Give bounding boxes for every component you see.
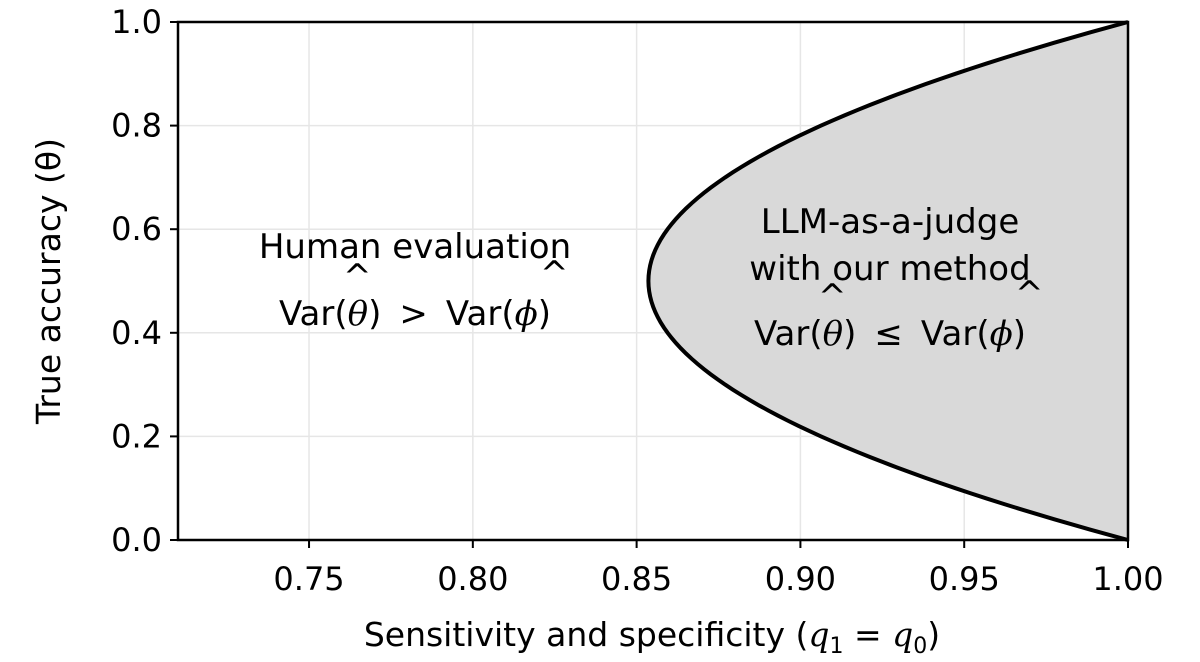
x-tick-label: 0.75 (273, 560, 344, 598)
theta-hat-symbol: θ (823, 314, 843, 354)
axis-ticks: 0.75 0.80 0.85 0.90 0.95 1.00 0.0 0.2 0.4 0.6 0.8 1… (111, 3, 1164, 598)
plot-area (646, 20, 1129, 542)
y-tick-label: 0.0 (111, 521, 162, 559)
axes-frame (176, 20, 1130, 542)
y-axis-label: True accuracy (θ) (29, 138, 68, 425)
phi-hat-symbol: ϕ (515, 294, 538, 334)
y-tick-label: 0.4 (111, 314, 162, 352)
phi-hat-accent: ^ (1015, 274, 1044, 314)
phi-hat-symbol: ϕ (990, 314, 1013, 354)
left-variance-inequality: Var(θ) > Var(ϕ) (279, 294, 551, 334)
y-tick-label: 1.0 (111, 3, 162, 41)
y-tick-label: 0.6 (111, 210, 162, 248)
shaded-region (648, 22, 1128, 540)
theta-hat-accent: ^ (818, 277, 847, 317)
y-tick-label: 0.2 (111, 417, 162, 455)
left-region-annotation: Human evaluation Var(θ) > Var(ϕ) ^ ^ (259, 227, 571, 334)
phi-hat-accent: ^ (540, 254, 569, 294)
right-region-annotation: LLM-as-a-judge with our method Var(θ) ≤ Va… (749, 202, 1043, 354)
x-tick-label: 0.95 (929, 560, 1000, 598)
right-variance-inequality: Var(θ) ≤ Var(ϕ) (754, 314, 1026, 354)
boundary-curve (646, 20, 1129, 542)
y-tick-label: 0.8 (111, 107, 162, 145)
theta-hat-accent: ^ (343, 257, 372, 297)
with-our-method-label: with our method (749, 249, 1030, 289)
x-tick-label: 0.80 (437, 560, 508, 598)
x-tick-label: 1.00 (1092, 560, 1163, 598)
human-evaluation-label: Human evaluation (259, 227, 571, 267)
x-tick-label: 0.90 (765, 560, 836, 598)
llm-as-a-judge-label: LLM-as-a-judge (761, 202, 1020, 242)
theta-hat-symbol: θ (348, 294, 368, 334)
x-tick-label: 0.85 (601, 560, 672, 598)
x-axis-label: Sensitivity and specificity (q1 = q0) (364, 615, 940, 659)
